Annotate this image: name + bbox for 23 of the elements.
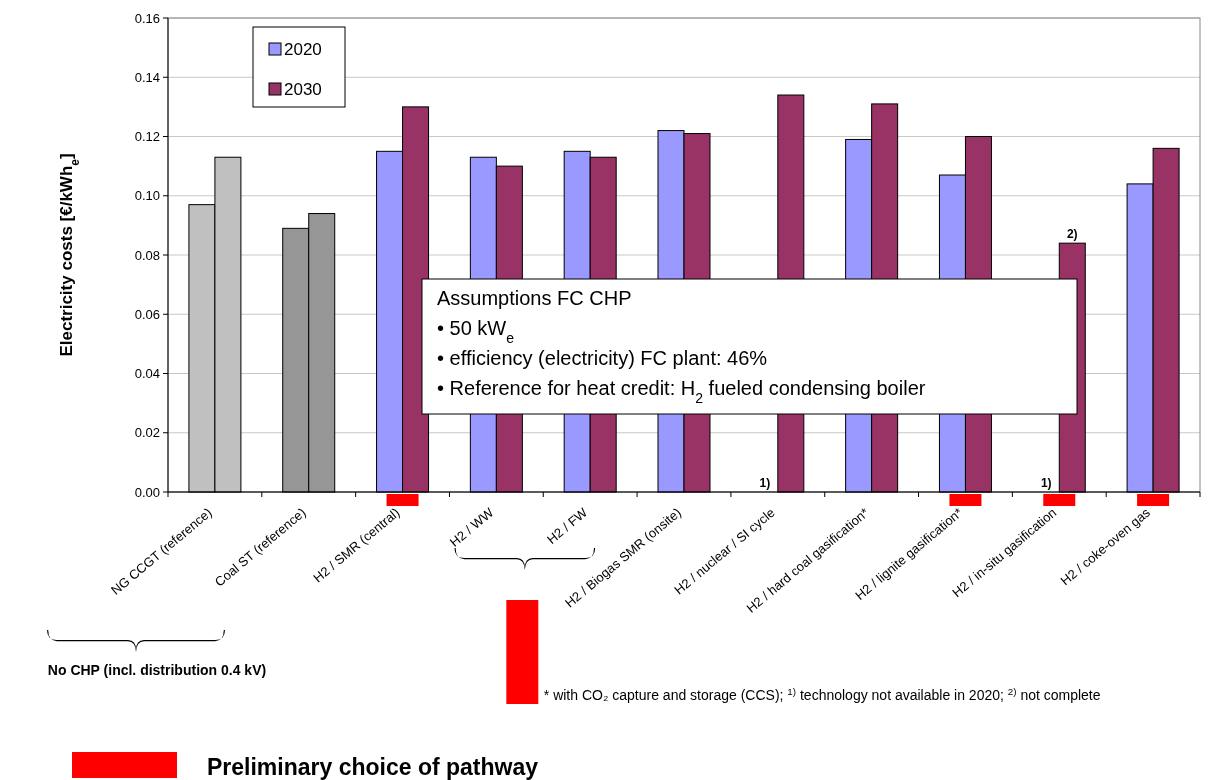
legend-label: 2020 [284, 40, 322, 59]
x-tick-label: H2 / FW [543, 504, 591, 547]
y-tick-label: 0.14 [134, 69, 160, 85]
y-tick-label: 0.06 [134, 306, 160, 322]
annotation: 1) [759, 476, 771, 490]
y-tick-label: 0.04 [134, 366, 160, 382]
annotation: Assumptions FC CHP [437, 287, 632, 309]
annotation: • 50 kW$_{e}$ [437, 317, 515, 346]
y-tick-label: 0.10 [134, 188, 160, 204]
annotation: • efficiency (electricity) FC plant: 46% [437, 347, 768, 369]
annotation: 1) [1040, 476, 1052, 490]
y-tick-label: 0.12 [134, 129, 160, 145]
annotation: • Reference for heat credit: H$_{2}$ fueled condensing boiler [437, 377, 926, 406]
text: No CHP (incl. distribution 0.4 kV) [47, 662, 267, 678]
annotation: 2) [1066, 227, 1078, 242]
text: Preliminary choice of pathway [207, 754, 539, 780]
legend-label: 2030 [284, 80, 322, 99]
y-tick-label: 0.08 [134, 247, 160, 263]
y-tick-label: 0.16 [134, 10, 160, 26]
y-tick-label: 0.00 [134, 484, 160, 500]
text: * with CO₂ capture and storage (CCS); $^{1)}$ technology not available in 2020; $^{2)}$ not complete [543, 685, 1101, 703]
y-tick-label: 0.02 [134, 425, 160, 441]
x-tick-label: H2 / WW [446, 504, 497, 550]
